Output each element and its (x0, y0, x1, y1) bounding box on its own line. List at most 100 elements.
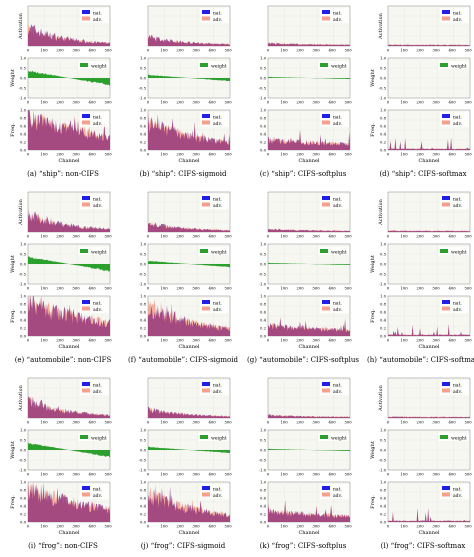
x-tick-label: 400 (448, 286, 456, 291)
subfigure-caption: (e) “automobile”: non-CIFS (15, 356, 112, 364)
x-tick-label: 100 (160, 234, 168, 239)
x-tick-label: 0 (27, 234, 30, 239)
x-tick-label: 100 (400, 286, 408, 291)
legend-swatch-nat (322, 300, 330, 304)
y-tick-label: 0.5 (20, 252, 27, 257)
x-tick-label: 100 (280, 152, 288, 157)
series-nat-area (388, 507, 470, 522)
legend-label-weight: weight (331, 250, 347, 256)
legend-label-nat: nat. (213, 383, 222, 389)
x-tick-label: 100 (40, 152, 48, 157)
x-tick-label: 0 (147, 100, 150, 105)
x-tick-label: 400 (208, 152, 216, 157)
x-axis-label: Channel (418, 530, 439, 536)
y-tick-label: 0.2 (260, 140, 267, 145)
series-nat-area (28, 24, 110, 46)
x-tick-label: 500 (464, 286, 472, 291)
freq-panel: nat.adv. 0.0 0.2 0.4 0.6 0.8 1.0 Channel 0 100 200… (260, 108, 352, 165)
x-tick-label: 300 (432, 100, 440, 105)
y-tick-label: -1.0 (379, 282, 387, 287)
x-tick-label: 500 (224, 524, 232, 529)
freq-panel: nat.adv. 0.0 0.2 0.4 0.6 0.8 1.0 Channel 0 100 200… (260, 480, 352, 537)
x-tick-label: 300 (192, 234, 200, 239)
weight-panel: weight -1.0 -0.5 0.0 0.5 1.0 0 100 200 300 400 500 (139, 242, 233, 291)
x-tick-label: 400 (328, 338, 336, 343)
x-tick-label: 200 (56, 286, 64, 291)
series-nat-area (28, 208, 110, 232)
x-tick-label: 400 (448, 234, 456, 239)
y-tick-label: 0.0 (260, 76, 267, 81)
legend-swatch-adv (202, 202, 210, 207)
x-tick-label: 0 (27, 100, 30, 105)
y-tick-label: -1.0 (19, 468, 27, 473)
legend-swatch-weight (80, 63, 88, 67)
series-weight-area (268, 262, 350, 265)
x-tick-label: 300 (192, 286, 200, 291)
x-tick-label: 100 (400, 234, 408, 239)
x-tick-label: 300 (312, 286, 320, 291)
series-nat-area (268, 317, 350, 336)
y-tick-label: 0.5 (20, 66, 27, 71)
x-tick-label: 0 (387, 524, 390, 529)
x-tick-label: 300 (192, 48, 200, 53)
y-tick-label: 0.5 (20, 438, 27, 443)
y-tick-label: 0.8 (260, 488, 267, 493)
x-tick-label: 200 (56, 524, 64, 529)
x-tick-label: 400 (208, 524, 216, 529)
series-nat-area (148, 303, 230, 336)
x-tick-label: 300 (312, 100, 320, 105)
legend-label-nat: nat. (333, 197, 342, 203)
x-tick-label: 400 (208, 234, 216, 239)
legend-label-nat: nat. (93, 487, 102, 493)
legend-swatch-nat (322, 382, 330, 386)
x-axis-label: Channel (418, 344, 439, 350)
x-tick-label: 0 (387, 338, 390, 343)
legend-label-weight: weight (211, 250, 227, 256)
x-tick-label: 400 (328, 472, 336, 477)
y-tick-label: 0.8 (260, 116, 267, 121)
legend-label-weight: weight (211, 64, 227, 70)
x-tick-label: 400 (88, 338, 96, 343)
x-tick-label: 500 (224, 472, 232, 477)
x-tick-label: 400 (328, 420, 336, 425)
x-tick-label: 200 (416, 100, 424, 105)
x-tick-label: 200 (296, 286, 304, 291)
x-tick-label: 200 (416, 286, 424, 291)
x-tick-label: 100 (400, 100, 408, 105)
y-tick-label: 0.6 (140, 124, 147, 129)
freq-panel: nat.adv. 0.0 0.2 0.4 0.6 0.8 1.0 Freq. Channel 0 1… (370, 480, 472, 537)
x-tick-label: 0 (147, 234, 150, 239)
y-tick-label: 1.0 (260, 242, 267, 247)
x-tick-label: 0 (387, 286, 390, 291)
x-tick-label: 500 (344, 338, 352, 343)
y-tick-label: 0.2 (20, 512, 27, 517)
x-tick-label: 300 (72, 420, 80, 425)
activation-panel: nat.adv. 0 100 200 300 400 500 (267, 191, 352, 239)
legend-swatch-weight (320, 63, 328, 67)
x-tick-label: 100 (280, 48, 288, 53)
x-tick-label: 500 (104, 338, 112, 343)
legend-box (438, 61, 469, 69)
y-tick-label: -0.5 (379, 272, 387, 277)
x-tick-label: 300 (192, 152, 200, 157)
y-tick-label: 0.5 (140, 66, 147, 71)
x-tick-label: 0 (267, 420, 270, 425)
y-tick-label: 0.5 (140, 252, 147, 257)
legend-label-weight: weight (91, 64, 107, 70)
series-nat-area (28, 110, 110, 150)
x-tick-label: 100 (160, 286, 168, 291)
series-nat-area (148, 406, 230, 418)
x-tick-label: 400 (208, 100, 216, 105)
x-tick-label: 100 (160, 100, 168, 105)
y-tick-label: 0.0 (140, 76, 147, 81)
y-tick-label: 1.0 (140, 480, 147, 485)
y-tick-label: 0.4 (380, 132, 387, 137)
x-tick-label: 200 (176, 48, 184, 53)
y-tick-label: 0.0 (380, 520, 387, 525)
subfigure-caption: (d) “ship”: CIFS-softmax (379, 170, 466, 178)
y-tick-label: 0.4 (260, 504, 267, 509)
x-tick-label: 500 (344, 286, 352, 291)
legend-swatch-nat (442, 114, 450, 118)
y-tick-label: -1.0 (379, 96, 387, 101)
